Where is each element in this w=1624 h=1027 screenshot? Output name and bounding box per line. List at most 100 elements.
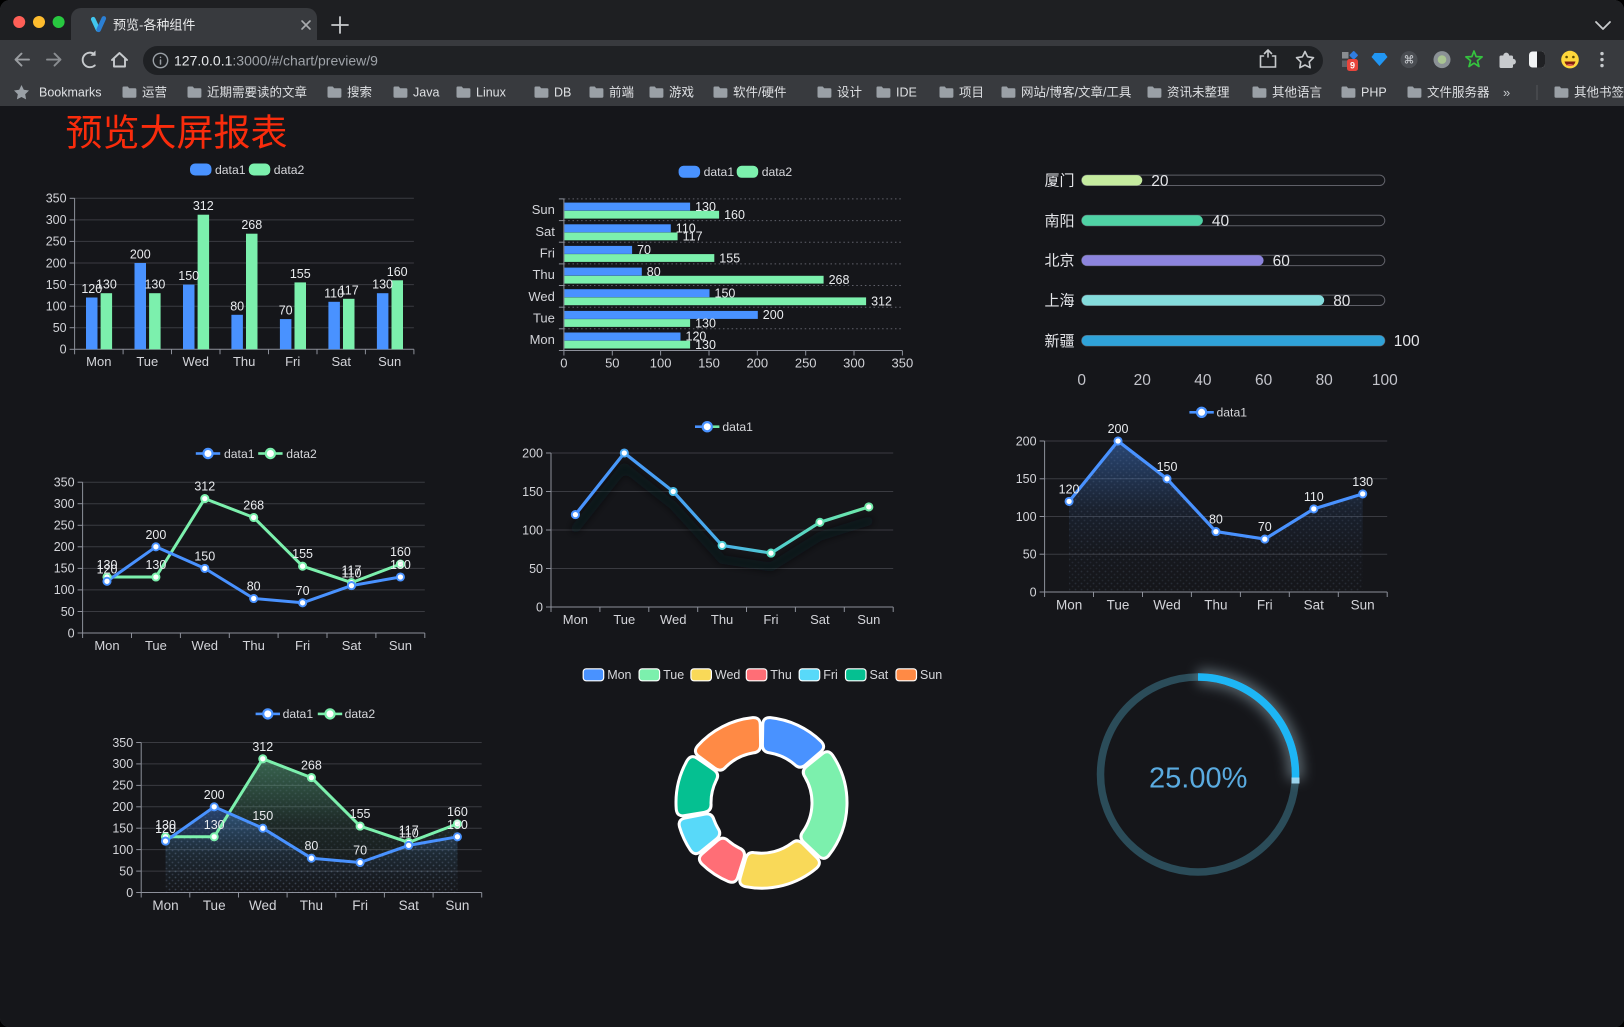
- svg-text:130: 130: [390, 558, 411, 572]
- svg-text:100: 100: [112, 843, 133, 857]
- svg-text:300: 300: [112, 757, 133, 771]
- svg-text:Sat: Sat: [342, 638, 362, 653]
- svg-text:130: 130: [695, 200, 716, 214]
- svg-text:南阳: 南阳: [1044, 213, 1074, 230]
- svg-text:Sat: Sat: [535, 224, 555, 239]
- svg-text:130: 130: [204, 818, 225, 832]
- svg-text:Mon: Mon: [1056, 598, 1082, 613]
- svg-text:130: 130: [447, 818, 468, 832]
- svg-text:200: 200: [145, 528, 166, 542]
- svg-text:117: 117: [342, 564, 362, 578]
- svg-text:70: 70: [353, 844, 367, 858]
- svg-text:70: 70: [1258, 520, 1272, 534]
- svg-text:Wed: Wed: [183, 354, 210, 369]
- svg-text:155: 155: [290, 267, 311, 281]
- svg-text:130: 130: [145, 558, 166, 572]
- svg-text:110: 110: [342, 567, 362, 581]
- svg-text:DB: DB: [554, 86, 571, 100]
- svg-text:130: 130: [372, 278, 393, 292]
- svg-text:data1: data1: [215, 163, 246, 177]
- svg-text:120: 120: [686, 330, 707, 344]
- svg-text:160: 160: [724, 208, 745, 222]
- svg-text:300: 300: [843, 356, 865, 371]
- svg-text:Sun: Sun: [378, 354, 401, 369]
- svg-text:Sun: Sun: [445, 898, 469, 913]
- svg-text:Sun: Sun: [389, 638, 412, 653]
- svg-text:Thu: Thu: [770, 668, 792, 682]
- svg-text:350: 350: [112, 736, 133, 750]
- svg-text:上海: 上海: [1044, 293, 1074, 310]
- svg-text:150: 150: [1016, 472, 1037, 486]
- svg-text:Tue: Tue: [663, 668, 684, 682]
- svg-text:Mon: Mon: [152, 898, 178, 913]
- svg-text:Wed: Wed: [528, 289, 555, 304]
- svg-text:80: 80: [1333, 293, 1351, 310]
- svg-text:100: 100: [650, 356, 672, 371]
- svg-text:155: 155: [719, 251, 740, 265]
- svg-text:20: 20: [1134, 372, 1152, 389]
- svg-text:Sun: Sun: [532, 202, 555, 217]
- svg-text:160: 160: [387, 265, 408, 279]
- svg-text:9: 9: [1350, 61, 1355, 71]
- svg-text:120: 120: [155, 822, 176, 836]
- svg-text:文件服务器: 文件服务器: [1427, 85, 1490, 100]
- svg-text:100: 100: [1372, 372, 1398, 389]
- svg-text:50: 50: [529, 562, 543, 576]
- svg-text:200: 200: [112, 800, 133, 814]
- svg-text:150: 150: [46, 278, 67, 292]
- svg-text:70: 70: [296, 584, 310, 598]
- svg-text:预览大屏报表: 预览大屏报表: [66, 113, 288, 154]
- svg-text:200: 200: [46, 256, 67, 270]
- svg-text:Thu: Thu: [532, 267, 554, 282]
- svg-text:Tue: Tue: [145, 638, 167, 653]
- svg-text:Tue: Tue: [136, 354, 158, 369]
- svg-text:80: 80: [1316, 372, 1334, 389]
- svg-text:Mon: Mon: [94, 638, 119, 653]
- svg-text:150: 150: [522, 485, 543, 499]
- svg-text:data1: data1: [722, 420, 753, 434]
- svg-text:70: 70: [637, 243, 651, 257]
- svg-text:Sat: Sat: [810, 612, 830, 627]
- svg-text:70: 70: [279, 304, 293, 318]
- svg-text:Linux: Linux: [476, 86, 507, 100]
- svg-text:110: 110: [676, 222, 696, 236]
- svg-text:Thu: Thu: [300, 898, 323, 913]
- svg-text:0: 0: [560, 356, 567, 371]
- svg-text:Wed: Wed: [1153, 598, 1181, 613]
- svg-text:250: 250: [112, 779, 133, 793]
- svg-text:Sun: Sun: [857, 612, 880, 627]
- svg-text:60: 60: [1273, 253, 1291, 270]
- svg-text:Sat: Sat: [1304, 598, 1325, 613]
- svg-text:268: 268: [829, 273, 850, 287]
- svg-text:Sat: Sat: [870, 668, 889, 682]
- svg-text:312: 312: [194, 480, 215, 494]
- svg-text:130: 130: [695, 316, 716, 330]
- svg-text:50: 50: [1023, 548, 1037, 562]
- svg-text:150: 150: [1157, 460, 1178, 474]
- svg-text:160: 160: [390, 545, 411, 559]
- svg-text:data2: data2: [274, 163, 305, 177]
- svg-text:80: 80: [247, 580, 261, 594]
- svg-text:Wed: Wed: [249, 898, 277, 913]
- svg-text:Fri: Fri: [763, 612, 778, 627]
- svg-text:data1: data1: [224, 447, 255, 461]
- svg-text:150: 150: [178, 269, 199, 283]
- svg-text:127.0.0.1:3000/#/chart/preview: 127.0.0.1:3000/#/chart/preview/9: [174, 52, 378, 68]
- svg-text:80: 80: [1209, 513, 1223, 527]
- svg-text:Fri: Fri: [295, 638, 310, 653]
- svg-text:200: 200: [54, 540, 75, 554]
- svg-text:Fri: Fri: [540, 246, 555, 261]
- svg-text:200: 200: [1016, 434, 1037, 448]
- svg-text:PHP: PHP: [1361, 86, 1387, 100]
- svg-text:350: 350: [46, 192, 67, 206]
- svg-text:40: 40: [1194, 372, 1212, 389]
- svg-text:Bookmarks: Bookmarks: [39, 86, 102, 100]
- svg-text:data1: data1: [283, 707, 314, 721]
- svg-text:»: »: [1503, 85, 1510, 100]
- svg-text:312: 312: [252, 740, 273, 754]
- svg-text:Fri: Fri: [352, 898, 368, 913]
- svg-text:350: 350: [892, 356, 914, 371]
- svg-text:Sat: Sat: [399, 898, 420, 913]
- svg-text:80: 80: [230, 299, 244, 313]
- svg-text:200: 200: [204, 788, 225, 802]
